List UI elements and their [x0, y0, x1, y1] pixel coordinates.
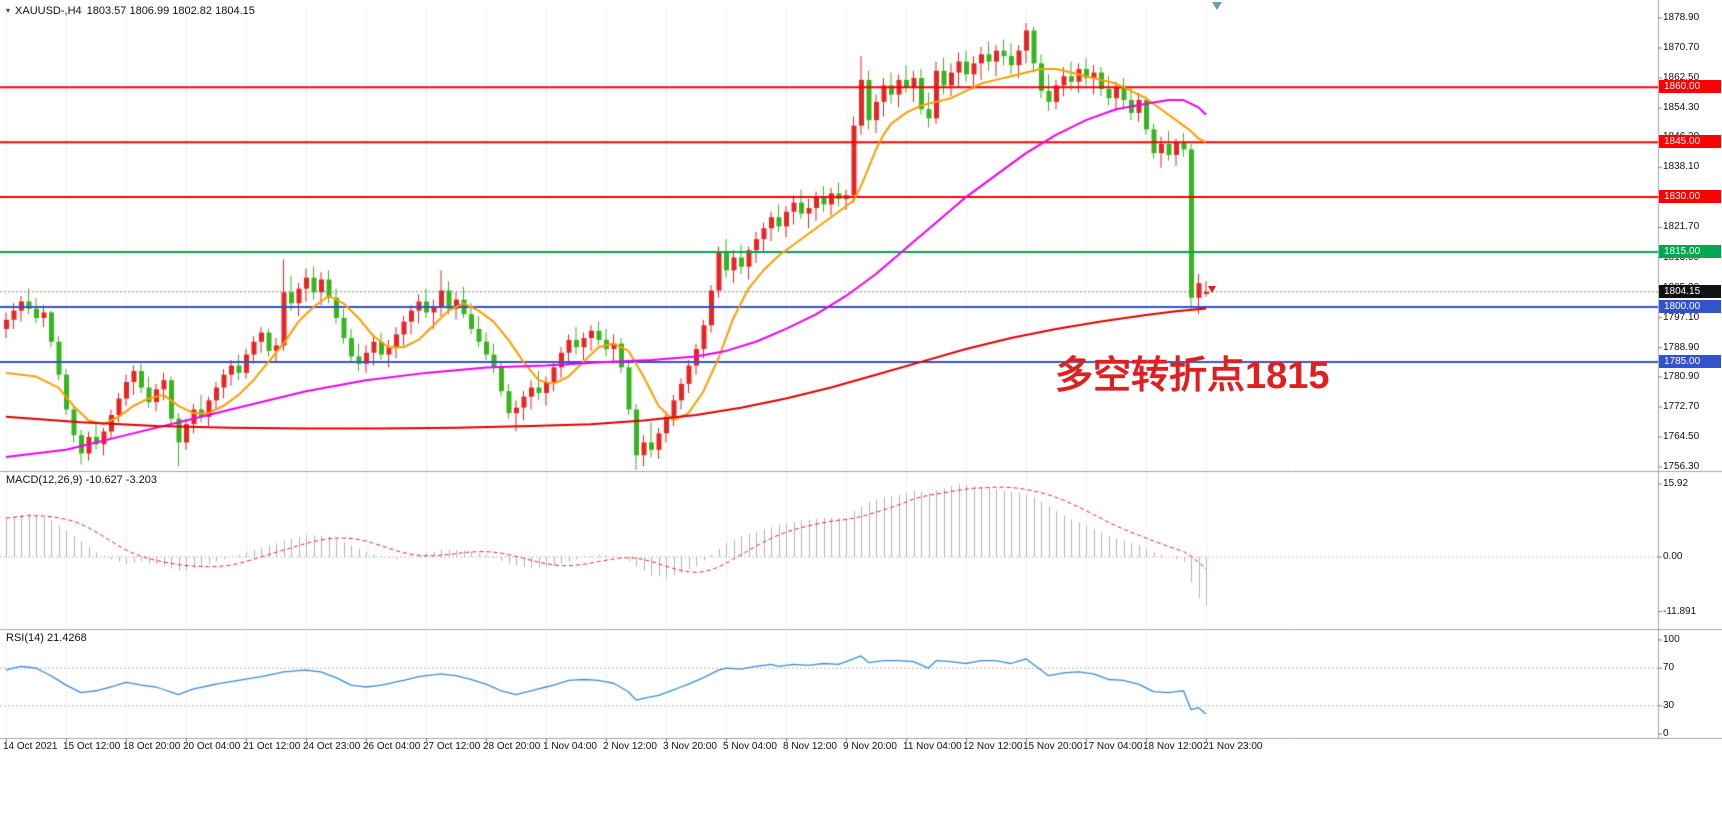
- rsi-name: RSI(14): [6, 632, 44, 644]
- rsi-value: 21.4268: [46, 632, 87, 644]
- current-price-arrow: [1208, 286, 1216, 293]
- macd-indicator-label: MACD(12,26,9) -10.627 -3.203: [6, 474, 157, 486]
- ohlc-readout: 1803.57 1806.99 1802.82 1804.15: [86, 5, 255, 17]
- chart-shift-marker[interactable]: [1212, 2, 1222, 10]
- symbol-dropdown-icon[interactable]: ▾: [6, 6, 11, 15]
- trend-annotation-text: 多空转折点1815: [1055, 355, 1330, 397]
- rsi-indicator-label: RSI(14) 21.4268: [6, 632, 87, 644]
- chart-header: ▾ XAUUSD-,H4 1803.57 1806.99 1802.82 180…: [6, 5, 255, 17]
- symbol-timeframe-label: XAUUSD-,H4: [15, 5, 82, 17]
- macd-values: -10.627 -3.203: [85, 474, 158, 486]
- macd-name: MACD(12,26,9): [6, 474, 83, 486]
